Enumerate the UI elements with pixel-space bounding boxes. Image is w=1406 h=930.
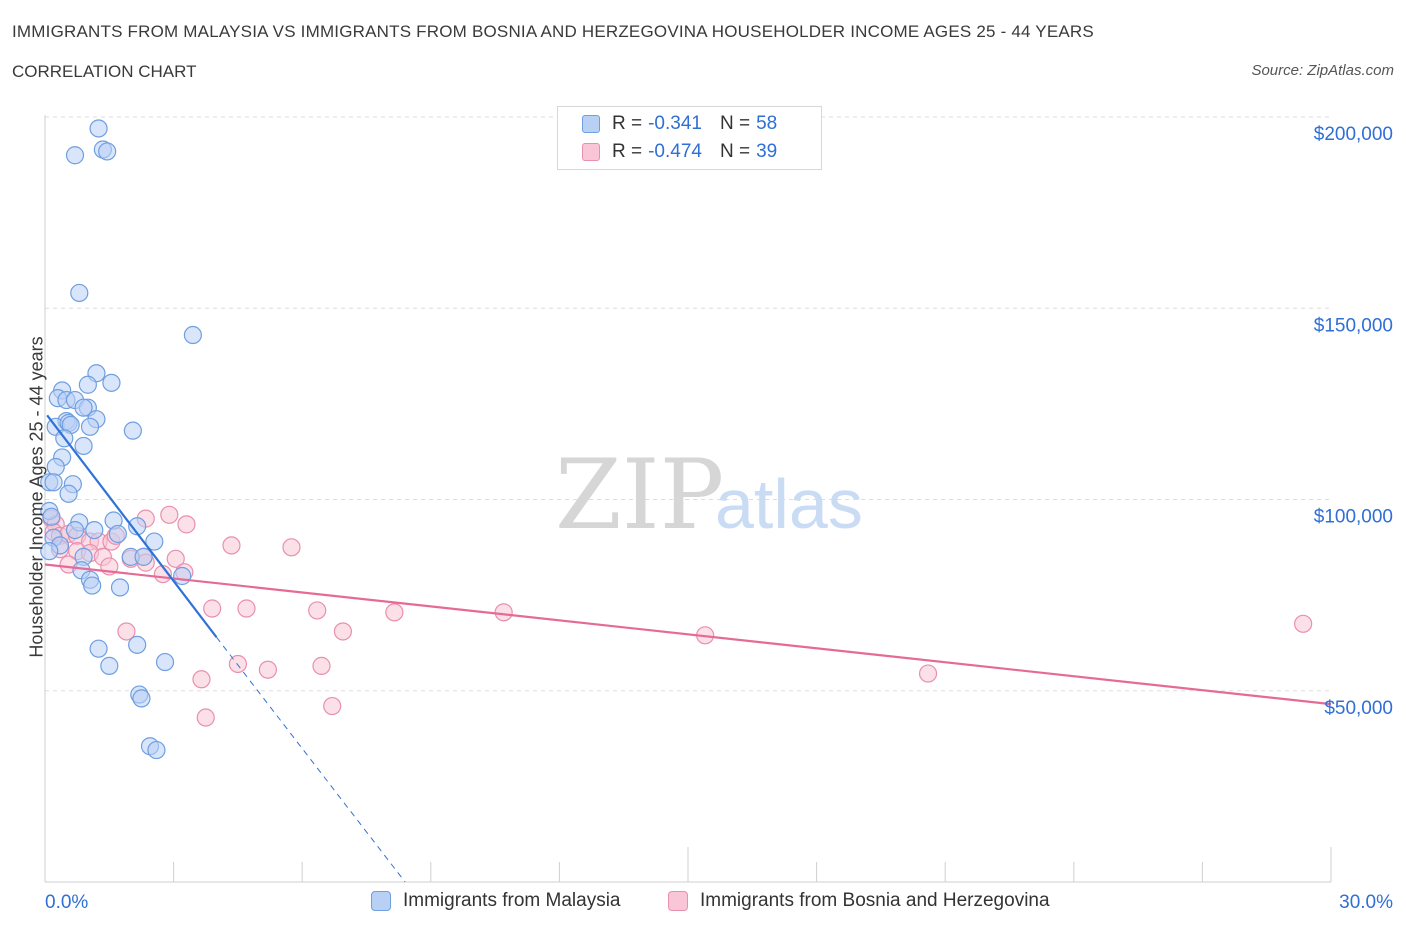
point-malaysia — [134, 547, 153, 566]
point-malaysia — [40, 542, 59, 561]
point-bosnia — [196, 708, 215, 727]
point-malaysia — [85, 520, 104, 540]
point-malaysia — [110, 578, 130, 597]
point-bosnia — [117, 622, 136, 641]
point-malaysia — [108, 524, 127, 544]
bottom-legend-label-bosnia: Immigrants from Bosnia and Herzegovina — [700, 890, 1050, 911]
y-tick-label: $150,000 — [1314, 315, 1393, 336]
point-malaysia — [80, 417, 100, 436]
y-tick-label: $50,000 — [1324, 698, 1393, 719]
legend-r-label: R = — [612, 141, 643, 162]
point-malaysia — [83, 576, 102, 595]
point-malaysia — [123, 421, 142, 440]
point-bosnia — [385, 603, 404, 622]
legend-row-bosnia: R = -0.474 N = 39 — [582, 140, 777, 164]
point-malaysia — [74, 436, 93, 456]
x-tick-label: 30.0% — [1339, 892, 1393, 913]
point-bosnia — [237, 599, 256, 618]
point-malaysia — [98, 142, 117, 161]
point-malaysia — [44, 473, 63, 492]
bottom-legend-bosnia: Immigrants from Bosnia and Herzegovina — [668, 890, 1050, 912]
trend-line-malaysia — [46, 414, 218, 638]
point-bosnia — [177, 515, 196, 534]
source-label: Source: ZipAtlas.com — [1251, 62, 1394, 79]
point-malaysia — [65, 146, 85, 165]
point-malaysia — [65, 520, 85, 540]
bottom-legend-malaysia: Immigrants from Malaysia — [371, 890, 621, 912]
legend-r-value-malaysia: -0.341 — [648, 113, 702, 134]
legend-n-value-malaysia: 58 — [756, 113, 778, 134]
point-bosnia — [333, 622, 353, 641]
chart-title: IMMIGRANTS FROM MALAYSIA VS IMMIGRANTS F… — [12, 22, 1094, 41]
point-bosnia — [312, 656, 331, 675]
point-malaysia — [42, 507, 61, 526]
bottom-legend-swatch-bosnia — [668, 891, 688, 911]
point-bosnia — [308, 601, 327, 620]
point-malaysia — [78, 375, 97, 394]
legend-n-value-bosnia: 39 — [756, 141, 778, 162]
legend-swatch-bosnia — [582, 143, 600, 161]
watermark-zip: ZIP — [555, 439, 724, 551]
legend-n-label: N = — [719, 113, 751, 134]
point-bosnia — [494, 603, 513, 622]
point-malaysia — [145, 532, 164, 551]
legend-r-label: R = — [612, 113, 643, 134]
trend-line-bosnia — [44, 563, 1332, 706]
point-malaysia — [59, 484, 78, 503]
point-malaysia — [70, 283, 89, 303]
points-malaysia — [40, 119, 202, 760]
y-tick-label: $200,000 — [1314, 124, 1393, 145]
bottom-legend-swatch-malaysia — [371, 891, 391, 911]
point-bosnia — [166, 549, 185, 568]
grid-lines — [45, 116, 1331, 692]
watermark: ZIP atlas — [555, 439, 863, 551]
point-bosnia — [282, 538, 301, 557]
point-malaysia — [89, 119, 108, 138]
point-bosnia — [222, 536, 241, 555]
point-malaysia — [183, 325, 202, 345]
legend-row-malaysia: R = -0.341 N = 58 — [582, 112, 777, 136]
point-bosnia — [228, 654, 247, 674]
point-malaysia — [128, 635, 147, 654]
legend-n-label: N = — [719, 141, 751, 162]
point-malaysia — [100, 656, 119, 675]
chart-subtitle: CORRELATION CHART — [12, 62, 197, 81]
tick-labels: $50,000 $100,000 $150,000 $200,000 0.0% 30.0% — [45, 124, 1393, 913]
point-bosnia — [258, 660, 278, 679]
y-axis-label: Householder Income Ages 25 - 44 years — [26, 336, 47, 658]
watermark-atlas: atlas — [715, 465, 863, 543]
point-malaysia — [155, 652, 175, 672]
bottom-legend-label-malaysia: Immigrants from Malaysia — [403, 890, 621, 911]
point-malaysia — [46, 457, 65, 477]
trend-line-malaysia-extension — [216, 636, 406, 883]
point-malaysia — [89, 639, 108, 658]
legend-r-value-bosnia: -0.474 — [648, 141, 702, 162]
point-malaysia — [147, 740, 166, 760]
x-tick-label: 0.0% — [45, 892, 88, 913]
point-malaysia — [173, 566, 192, 586]
point-bosnia — [160, 505, 179, 524]
trend-lines — [44, 414, 1332, 883]
point-bosnia — [918, 664, 938, 683]
axes — [44, 115, 1332, 883]
point-bosnia — [1294, 614, 1313, 633]
legend-swatch-malaysia — [582, 115, 600, 133]
y-tick-label: $100,000 — [1314, 507, 1393, 528]
point-malaysia — [132, 689, 151, 708]
point-bosnia — [323, 696, 342, 716]
point-bosnia — [203, 599, 222, 618]
point-malaysia — [74, 398, 93, 417]
correlation-legend: R = -0.341 N = 58 R = -0.474 N = 39 — [557, 106, 822, 170]
point-malaysia — [102, 373, 121, 392]
point-bosnia — [192, 670, 211, 689]
